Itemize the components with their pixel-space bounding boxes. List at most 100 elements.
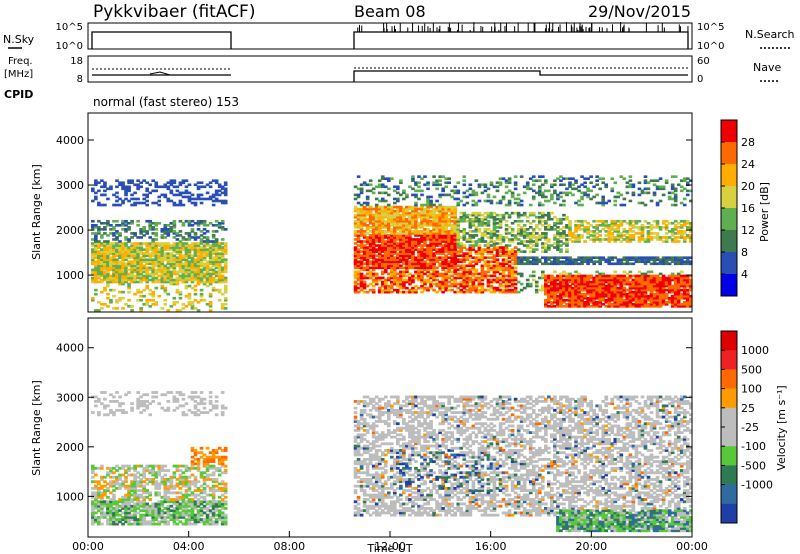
- power-cell: [550, 183, 554, 187]
- power-cell: [550, 262, 554, 266]
- power-cell: [438, 223, 442, 227]
- power-cell: [184, 258, 189, 262]
- power-cell: [408, 280, 412, 284]
- power-cell: [374, 278, 379, 282]
- power-cell: [513, 197, 518, 201]
- power-cell: [547, 305, 551, 308]
- power-cell: [525, 278, 530, 282]
- power-cell: [356, 248, 361, 251]
- power-cell: [356, 226, 361, 229]
- power-cell: [205, 284, 210, 288]
- power-cell: [163, 254, 168, 257]
- power-cell: [504, 284, 509, 288]
- power-cell: [402, 282, 406, 286]
- power-cell: [625, 296, 630, 300]
- power-cell: [631, 262, 636, 266]
- power-cell: [568, 305, 572, 308]
- power-cell: [477, 240, 482, 243]
- power-cell: [405, 232, 409, 235]
- power-cell: [157, 242, 162, 245]
- power-cell: [396, 252, 400, 255]
- power-cell: [438, 240, 442, 243]
- power-cell: [553, 238, 557, 241]
- power-cell: [613, 270, 618, 274]
- power-cell: [562, 288, 566, 292]
- power-cell: [447, 274, 451, 278]
- power-cell: [619, 305, 624, 308]
- power-cell: [592, 282, 596, 286]
- power-cell: [420, 248, 424, 251]
- power-cell: [97, 244, 101, 247]
- power-cell: [175, 250, 180, 253]
- power-cell: [553, 290, 557, 294]
- power-cell: [435, 290, 439, 294]
- power-cell: [217, 221, 222, 225]
- power-cell: [595, 302, 599, 306]
- power-cell: [368, 244, 373, 247]
- power-cell: [474, 228, 479, 231]
- power-cell: [175, 246, 180, 249]
- power-cell: [163, 193, 168, 197]
- power-cell: [190, 258, 195, 262]
- power-cell: [151, 270, 156, 274]
- power-cell: [145, 181, 149, 185]
- power-cell: [417, 278, 421, 282]
- power-cell: [217, 244, 222, 247]
- power-cell: [429, 242, 433, 245]
- power-cell: [386, 219, 391, 223]
- power-cell: [112, 256, 116, 260]
- power-cell: [181, 270, 186, 274]
- power-cell: [365, 228, 370, 231]
- power-cell: [604, 201, 609, 205]
- power-cell: [537, 175, 542, 178]
- power-cell: [450, 256, 455, 260]
- power-cell: [510, 276, 515, 280]
- power-cell: [595, 223, 599, 227]
- power-cell: [371, 272, 376, 276]
- power-cell: [568, 262, 572, 266]
- power-cell: [178, 260, 183, 264]
- power-cell: [477, 276, 482, 280]
- power-cell: [537, 185, 542, 189]
- power-cell: [640, 278, 645, 282]
- power-cell: [160, 244, 165, 247]
- power-cell: [465, 264, 470, 268]
- power-cell: [184, 286, 189, 290]
- power-cell: [374, 226, 379, 229]
- power-cell: [450, 207, 455, 211]
- power-cell: [498, 183, 503, 187]
- power-cell: [106, 278, 110, 282]
- power-cell: [553, 191, 557, 195]
- power-cell: [399, 242, 403, 245]
- power-cell: [136, 197, 140, 201]
- power-cell: [562, 256, 566, 260]
- power-cell: [109, 244, 113, 247]
- power-cell: [420, 193, 424, 197]
- power-cell: [498, 268, 503, 272]
- power-cell: [559, 272, 563, 276]
- power-cell: [604, 300, 609, 304]
- power-cell: [178, 292, 183, 296]
- power-cell: [187, 294, 192, 298]
- power-cell: [456, 201, 461, 205]
- power-cell: [380, 175, 385, 178]
- power-cell: [169, 199, 174, 203]
- power-cell: [432, 258, 436, 262]
- power-cell: [595, 284, 599, 288]
- power-cell: [408, 256, 412, 260]
- power-cell: [393, 185, 397, 189]
- power-cell: [133, 260, 137, 264]
- power-cell: [193, 254, 198, 257]
- power-cell: [459, 217, 464, 221]
- power-cell: [127, 305, 131, 308]
- power-cell: [380, 191, 385, 195]
- power-cell: [97, 232, 101, 235]
- power-cell: [471, 236, 476, 239]
- power-cell: [658, 177, 663, 181]
- power-cell: [610, 276, 615, 280]
- power-cell: [178, 266, 183, 270]
- power-cell: [519, 258, 524, 262]
- power-cell: [380, 244, 385, 247]
- power-cell: [610, 256, 615, 260]
- power-cell: [103, 256, 107, 260]
